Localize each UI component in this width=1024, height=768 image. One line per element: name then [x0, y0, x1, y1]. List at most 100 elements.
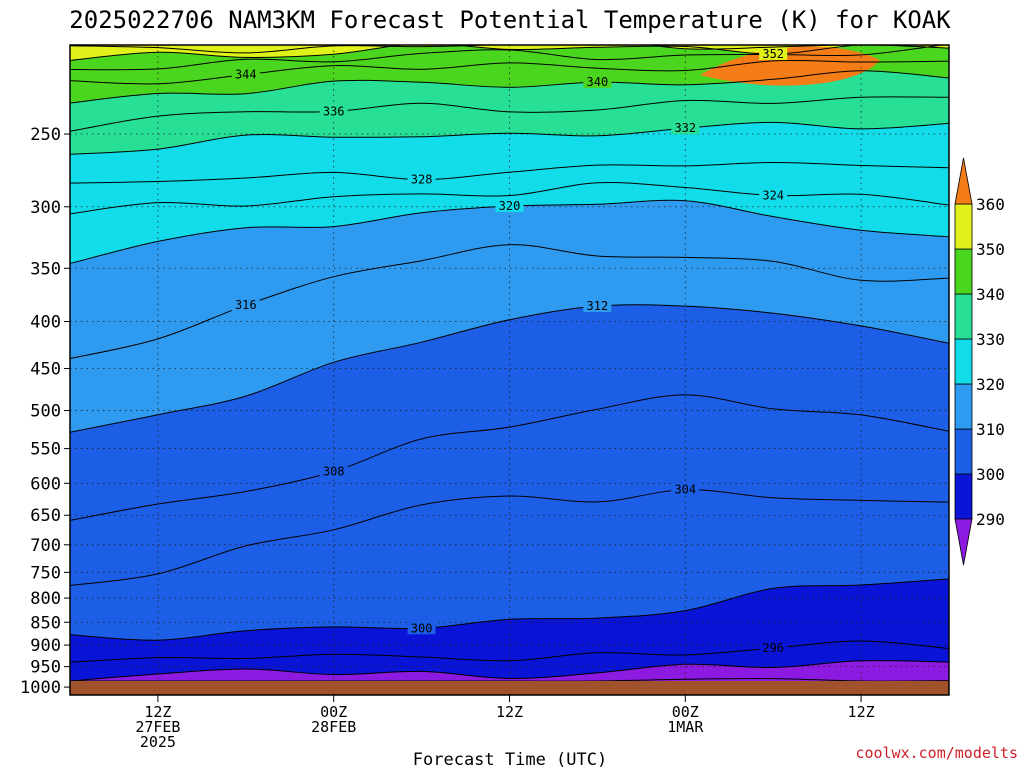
contour-332: [70, 121, 949, 155]
y-tick-label-950: 950: [30, 658, 61, 678]
contour-316: [70, 244, 949, 360]
band-300: [70, 489, 949, 641]
colorbar-bin-300: [954, 428, 973, 475]
y-tick-label-750: 750: [30, 563, 61, 583]
contour-348: [70, 45, 946, 71]
colorbar-label-310: 310: [976, 420, 1005, 439]
x-tick-label-6-0: 12Z: [144, 703, 171, 721]
contour-label-296: 296: [762, 641, 784, 655]
x-axis-title: Forecast Time (UTC): [413, 750, 607, 768]
colorbar-bin-340: [954, 248, 973, 295]
band-312: [70, 244, 949, 433]
contour-328: [70, 161, 949, 184]
contour-label-bg-308: [319, 464, 348, 478]
contour-label-bg-328: [407, 172, 436, 186]
band-316: [70, 200, 949, 359]
y-tick-label-900: 900: [30, 636, 61, 656]
contour-label-bg-296: [759, 641, 788, 655]
y-tick-label-500: 500: [30, 402, 61, 422]
band-304: [70, 394, 949, 586]
band-356: [70, 45, 949, 53]
contour-352: [70, 45, 868, 61]
x-tick-label-6-2: 2025: [140, 733, 176, 751]
colorbar-label-330: 330: [976, 330, 1005, 349]
colorbar-bin-330: [954, 293, 973, 340]
surface-layer: [70, 681, 949, 695]
contour-label-bg-304: [671, 482, 700, 496]
y-tick-label-550: 550: [30, 440, 61, 460]
contour-label-bg-336: [319, 104, 348, 118]
contour-label-308: 308: [323, 465, 345, 479]
contour-label-bg-324: [759, 188, 788, 202]
y-tick-label-850: 850: [30, 613, 61, 633]
contour-label-300: 300: [411, 621, 433, 635]
contour-label-bg-340: [583, 75, 612, 89]
band-328: [70, 122, 949, 184]
contour-312: [70, 304, 949, 433]
contour-344: [70, 59, 949, 85]
surface-ground: [70, 681, 949, 695]
colorbar-bin-350: [954, 203, 973, 250]
contour-label-bg-332: [671, 121, 700, 135]
colorbar-label-340: 340: [976, 285, 1005, 304]
contour-label-304: 304: [674, 483, 696, 497]
x-tick-label-30-0: 12Z: [496, 703, 523, 721]
contour-label-bg-316: [231, 298, 260, 312]
contour-label-bg-344: [231, 67, 260, 81]
colorbar-bin-290: [954, 473, 973, 520]
colorbar-label-350: 350: [976, 240, 1005, 259]
contour-label-316: 316: [235, 298, 257, 312]
contour-label-bg-320: [495, 199, 524, 213]
chart-title: 2025022706 NAM3KM Forecast Potential Tem…: [69, 6, 951, 34]
contour-label-312: 312: [587, 299, 609, 313]
contour-292: [70, 660, 949, 682]
y-tick-label-700: 700: [30, 536, 61, 556]
contour-label-bg-352: [759, 46, 788, 60]
contour-label-bg-300: [407, 621, 436, 635]
source-credit[interactable]: coolwx.com/modelts: [855, 744, 1018, 762]
colorbar-top-arrow: [954, 157, 973, 205]
x-tick-label-18-0: 00Z: [320, 703, 347, 721]
colorbar-label-320: 320: [976, 375, 1005, 394]
contour-340: [70, 70, 949, 104]
contour-300: [70, 578, 949, 641]
y-tick-label-650: 650: [30, 506, 61, 526]
plot-area: 296 300 304 308 312 316 320 324 328 332 336 340 344 3…: [70, 45, 949, 695]
x-tick-label-42-0: 00Z: [672, 703, 699, 721]
y-tick-label-300: 300: [30, 198, 61, 218]
contour-label-bg-312: [583, 299, 612, 313]
colorbar-bin-320: [954, 338, 973, 385]
contour-324: [70, 182, 949, 215]
band-peak: [700, 46, 880, 86]
colorbar-bin-310: [954, 383, 973, 430]
contour-label-320: 320: [499, 199, 521, 213]
colorbar-label-300: 300: [976, 465, 1005, 484]
x-tick-label-42-1: 1MAR: [667, 718, 704, 736]
band-332: [70, 96, 949, 155]
contour-label-352: 352: [762, 47, 784, 61]
y-tick-label-450: 450: [30, 360, 61, 380]
contour-336: [70, 96, 949, 132]
contour-label-328: 328: [411, 173, 433, 187]
colorbar: 290 300 310 320 330 340 350 360: [954, 157, 1005, 566]
band-320: [70, 182, 949, 264]
colorbar-bottom-arrow: [954, 518, 973, 566]
contour-308: [70, 394, 949, 521]
colorbar-label-360: 360: [976, 195, 1005, 214]
contour-304: [70, 489, 949, 586]
y-tick-label-250: 250: [30, 125, 61, 145]
band-308: [70, 304, 949, 521]
x-tick-label-54-0: 12Z: [848, 703, 875, 721]
colorbar-label-290: 290: [976, 510, 1005, 529]
color-fill-bands: [70, 45, 949, 695]
y-tick-label-400: 400: [30, 313, 61, 333]
y-tick-label-800: 800: [30, 589, 61, 609]
band-288: [70, 660, 949, 682]
contour-label-332: 332: [674, 121, 696, 135]
contour-label-336: 336: [323, 104, 345, 118]
y-tick-label-600: 600: [30, 474, 61, 494]
contour-296: [70, 640, 949, 663]
x-tick-label-6-1: 27FEB: [135, 718, 180, 736]
